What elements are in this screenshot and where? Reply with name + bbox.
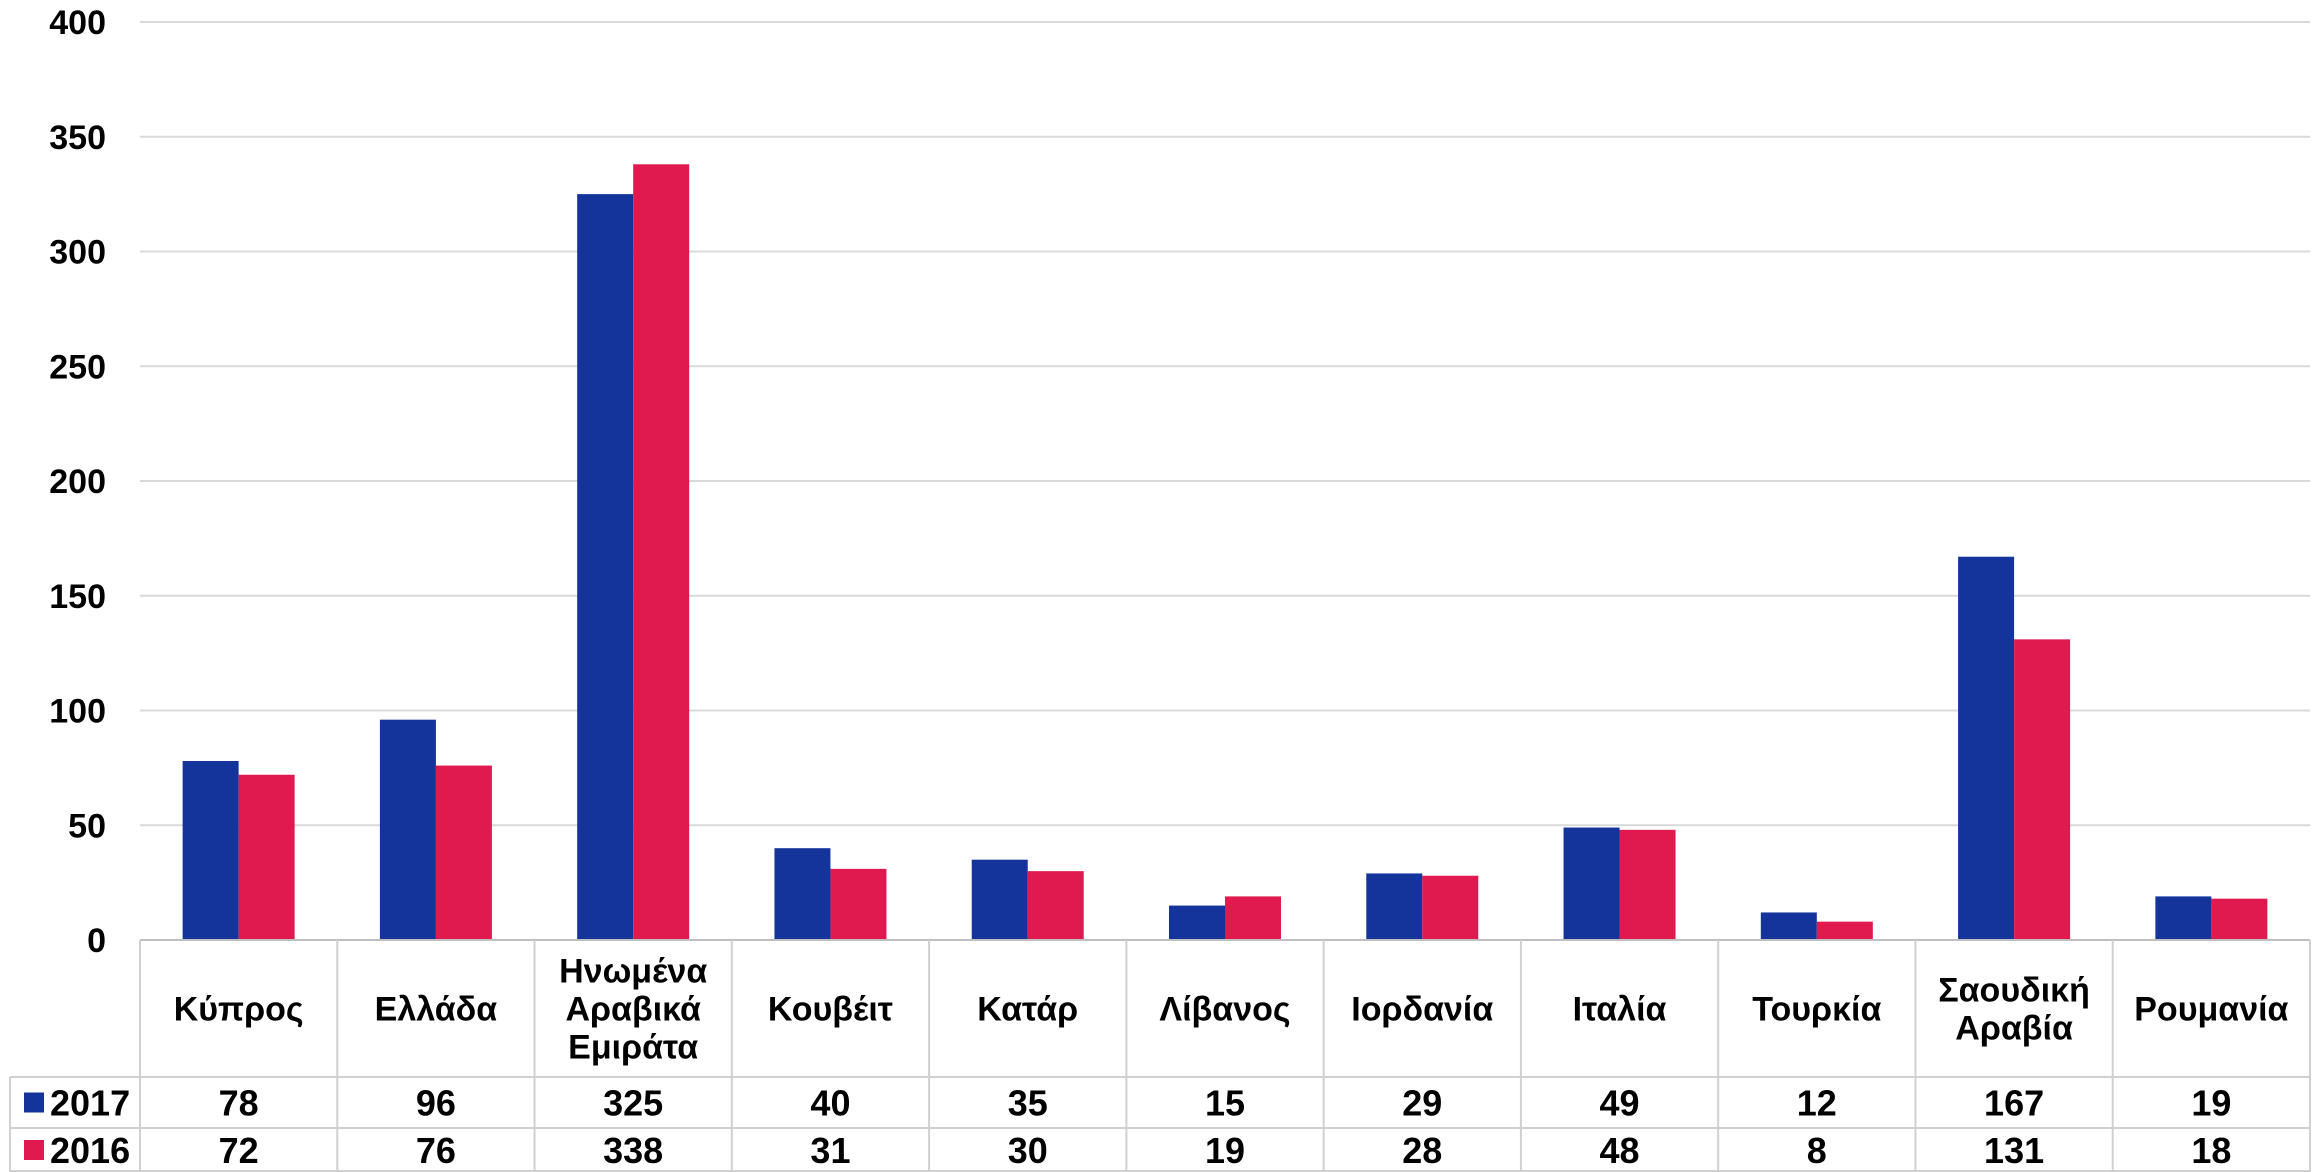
bar-2016	[2211, 898, 2268, 940]
x-tick-label: Ελλάδα	[375, 991, 498, 1029]
y-tick-label: 150	[49, 578, 106, 616]
x-tick-label: Κύπρος	[174, 991, 304, 1029]
bar-2017	[2155, 896, 2212, 940]
x-tick-label: Ιταλία	[1573, 991, 1667, 1029]
bar-2016	[830, 868, 887, 940]
bar-2016	[1027, 871, 1084, 940]
data-label: 338	[603, 1130, 663, 1171]
bar-2016	[238, 774, 295, 940]
y-tick-label: 0	[87, 922, 106, 960]
bar-2017	[379, 719, 436, 940]
y-tick-label: 350	[49, 119, 106, 157]
bars	[182, 164, 2268, 941]
data-label: 19	[2191, 1083, 2231, 1124]
x-tick-label: Ιορδανία	[1351, 991, 1493, 1029]
data-label: 48	[1600, 1130, 1640, 1171]
data-label: 30	[1008, 1130, 1048, 1171]
bar-2016	[633, 164, 690, 941]
x-tick-label: Εμιράτα	[568, 1029, 698, 1067]
y-tick-label: 100	[49, 693, 106, 731]
bar-2016	[1619, 829, 1676, 940]
x-tick-label: Κουβέιτ	[768, 991, 893, 1029]
bar-2017	[1563, 827, 1620, 940]
bar-2017	[971, 859, 1028, 940]
bar-2016	[435, 765, 492, 940]
data-label: 325	[603, 1083, 663, 1124]
bar-2017	[1366, 873, 1423, 940]
bar-2016	[1225, 896, 1281, 940]
data-label: 49	[1600, 1083, 1640, 1124]
bar-2017	[774, 848, 831, 940]
y-tick-label: 300	[49, 234, 106, 272]
y-tick-label: 400	[49, 4, 106, 42]
bar-2016	[2014, 639, 2071, 940]
y-axis-ticks: 0 50 100 150 200 250 300 350 400	[49, 4, 106, 960]
data-label: 131	[1984, 1130, 2044, 1171]
y-tick-label: 200	[49, 463, 106, 501]
data-label: 78	[219, 1083, 259, 1124]
data-label: 72	[219, 1130, 259, 1171]
x-tick-label: Αραβία	[1955, 1010, 2073, 1048]
x-tick-label: Ηνωμένα	[559, 953, 707, 991]
data-label: 76	[416, 1130, 456, 1171]
legend-label: 2017	[50, 1083, 130, 1124]
data-label: 29	[1402, 1083, 1442, 1124]
data-label: 40	[810, 1083, 850, 1124]
x-tick-label: Αραβικά	[565, 991, 701, 1029]
legend-label: 2016	[50, 1130, 130, 1171]
gridlines	[140, 21, 2310, 827]
bar-2017	[1760, 912, 1817, 940]
bar-2017	[182, 760, 239, 940]
bar-2016	[1422, 875, 1479, 940]
data-label: 96	[416, 1083, 456, 1124]
bar-2016	[1816, 921, 1873, 940]
bar-2017	[577, 194, 634, 940]
data-label: 8	[1807, 1130, 1827, 1171]
bar-2017	[1169, 905, 1225, 940]
data-label: 18	[2191, 1130, 2231, 1171]
data-label: 15	[1205, 1083, 1245, 1124]
legend-key-2017	[24, 1092, 44, 1113]
legend-key-2016	[24, 1140, 44, 1160]
x-tick-label: Ρουμανία	[2134, 991, 2288, 1029]
y-tick-label: 250	[49, 348, 106, 386]
data-label: 28	[1402, 1130, 1442, 1171]
data-label: 19	[1205, 1130, 1245, 1171]
data-label: 12	[1797, 1083, 1837, 1124]
data-label: 31	[810, 1130, 850, 1171]
bar-2017	[1958, 556, 2015, 940]
x-tick-label: Λίβανος	[1159, 991, 1290, 1029]
x-tick-label: Σαουδική	[1938, 972, 2090, 1010]
y-tick-label: 50	[68, 807, 106, 845]
data-label: 35	[1008, 1083, 1048, 1124]
x-tick-label: Κατάρ	[977, 991, 1078, 1029]
x-tick-label: Τουρκία	[1752, 991, 1881, 1029]
data-label: 167	[1984, 1083, 2044, 1124]
